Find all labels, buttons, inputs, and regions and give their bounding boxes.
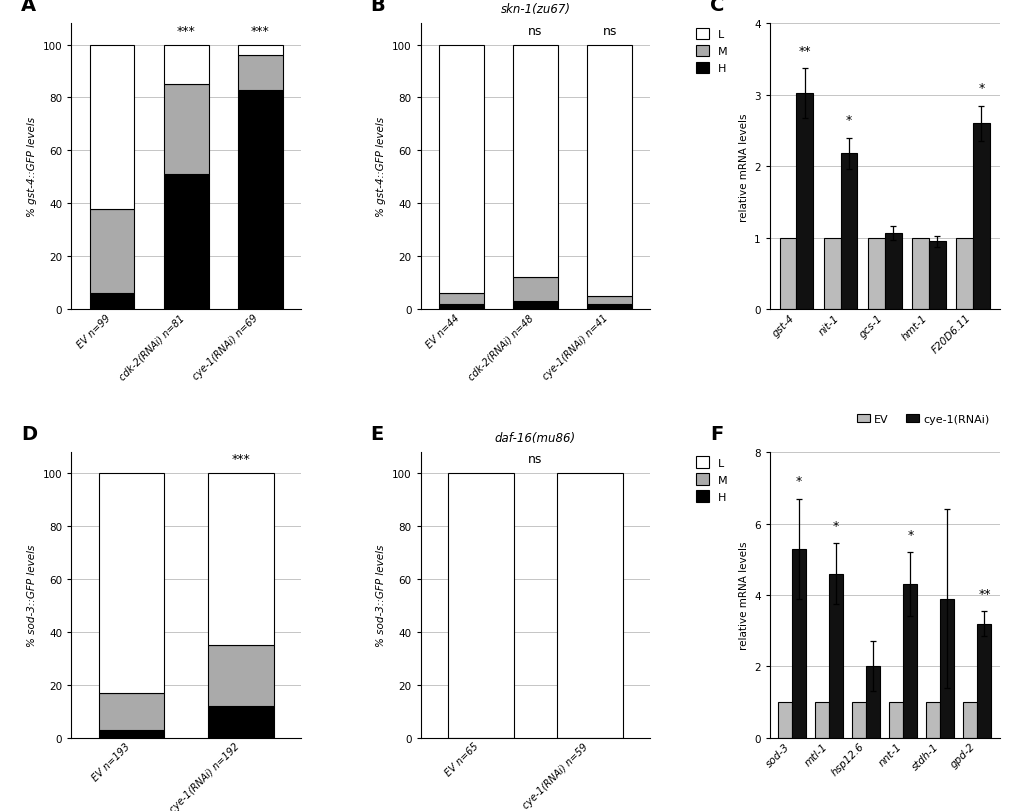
Bar: [99, 730, 164, 738]
Bar: [814, 702, 828, 738]
Y-axis label: % gst-4::GFP levels: % gst-4::GFP levels: [376, 117, 386, 217]
Bar: [90, 209, 135, 294]
Title: daf-16(mu86): daf-16(mu86): [494, 431, 576, 444]
Bar: [513, 45, 557, 278]
Bar: [903, 585, 916, 738]
Bar: [962, 702, 976, 738]
Bar: [823, 238, 840, 310]
Title: skn-1(zu67): skn-1(zu67): [500, 3, 570, 16]
Text: ***: ***: [231, 453, 250, 466]
Bar: [237, 56, 282, 90]
Y-axis label: % gst-4::GFP levels: % gst-4::GFP levels: [28, 117, 37, 217]
Bar: [587, 45, 631, 297]
Bar: [447, 474, 514, 738]
Bar: [208, 646, 273, 706]
Bar: [439, 45, 483, 294]
Text: D: D: [20, 424, 37, 443]
Bar: [439, 304, 483, 310]
Text: **: **: [977, 587, 989, 600]
Bar: [90, 45, 135, 209]
Bar: [911, 238, 928, 310]
Text: ns: ns: [528, 453, 542, 466]
Bar: [828, 574, 843, 738]
Bar: [956, 238, 972, 310]
Text: E: E: [370, 424, 383, 443]
Bar: [237, 45, 282, 56]
Bar: [867, 238, 883, 310]
Text: *: *: [977, 82, 983, 95]
Text: *: *: [833, 519, 839, 532]
Bar: [889, 702, 903, 738]
Bar: [208, 706, 273, 738]
Bar: [164, 85, 208, 175]
Bar: [851, 702, 865, 738]
Bar: [513, 278, 557, 302]
Y-axis label: % sod-3::GFP levels: % sod-3::GFP levels: [28, 544, 37, 646]
Bar: [237, 90, 282, 310]
Bar: [796, 94, 812, 310]
Text: ***: ***: [251, 24, 269, 37]
Legend: L, M, H: L, M, H: [691, 453, 732, 507]
Legend: EV, cye-1(RNAi): EV, cye-1(RNAi): [851, 410, 994, 428]
Bar: [513, 302, 557, 310]
Bar: [587, 297, 631, 304]
Bar: [164, 175, 208, 310]
Bar: [972, 124, 988, 310]
Text: ns: ns: [528, 24, 542, 37]
Bar: [90, 294, 135, 310]
Bar: [779, 238, 796, 310]
Text: *: *: [906, 528, 913, 541]
Text: *: *: [845, 114, 851, 127]
Text: C: C: [709, 0, 723, 15]
Y-axis label: relative mRNA levels: relative mRNA levels: [738, 113, 748, 221]
Text: ***: ***: [176, 24, 196, 37]
Bar: [840, 154, 857, 310]
Bar: [99, 474, 164, 693]
Text: *: *: [795, 474, 802, 487]
Y-axis label: relative mRNA levels: relative mRNA levels: [738, 541, 748, 650]
Bar: [865, 667, 879, 738]
Bar: [164, 45, 208, 85]
Bar: [928, 242, 945, 310]
Legend: L, M, H: L, M, H: [691, 24, 732, 79]
Bar: [439, 294, 483, 304]
Text: F: F: [709, 424, 722, 443]
Bar: [792, 549, 805, 738]
Text: **: **: [798, 45, 810, 58]
Bar: [976, 624, 990, 738]
Text: ns: ns: [602, 24, 616, 37]
Bar: [99, 693, 164, 730]
Text: B: B: [370, 0, 384, 15]
Bar: [208, 474, 273, 646]
Bar: [587, 304, 631, 310]
Bar: [883, 234, 901, 310]
Bar: [925, 702, 940, 738]
Bar: [940, 599, 954, 738]
Bar: [556, 474, 623, 738]
Y-axis label: % sod-3::GFP levels: % sod-3::GFP levels: [376, 544, 386, 646]
Text: A: A: [20, 0, 36, 15]
Bar: [777, 702, 792, 738]
